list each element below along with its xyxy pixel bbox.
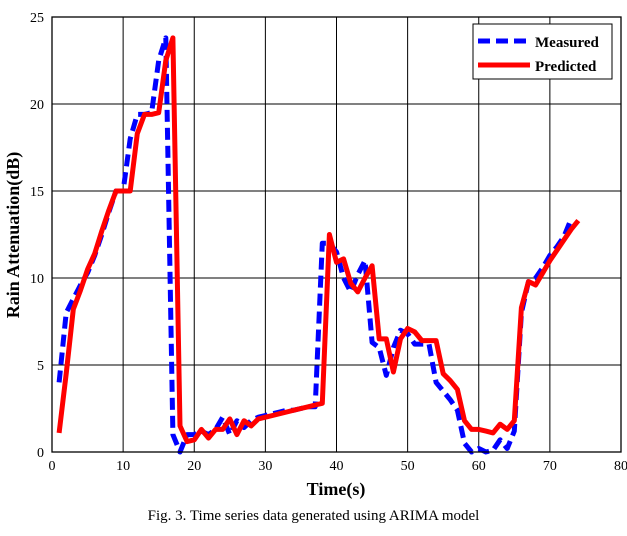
series-lines [56, 35, 581, 455]
x-tick-label: 20 [187, 459, 201, 474]
figure-caption: Fig. 3. Time series data generated using… [147, 508, 480, 524]
legend-box [472, 23, 613, 80]
x-tick-label: 10 [116, 459, 130, 474]
tick-labels: 0 10 20 30 40 50 60 70 80 0 5 10 15 20 25 [30, 11, 627, 474]
x-axis-label: Time(s) [307, 479, 366, 500]
x-tick-label: 30 [258, 459, 272, 474]
y-tick-label: 15 [30, 185, 44, 200]
line-chart: 0 10 20 30 40 50 60 70 80 0 5 10 15 20 25 Time(s) Rain… [3, 11, 627, 500]
legend-label-predicted: Predicted [535, 59, 597, 75]
y-tick-label: 20 [30, 98, 44, 113]
legend: Measured Predicted [472, 23, 613, 80]
grid [51, 16, 622, 453]
y-tick-label: 0 [37, 446, 44, 461]
legend-label-measured: Measured [535, 35, 600, 51]
series-measured-line [56, 35, 574, 455]
y-tick-label: 5 [37, 359, 44, 374]
x-tick-label: 60 [472, 459, 486, 474]
y-axis-label: Rain Attenuation(dB) [3, 152, 24, 319]
plot-frame [51, 16, 622, 453]
x-tick-label: 40 [330, 459, 344, 474]
x-tick-label: 80 [614, 459, 627, 474]
x-tick-label: 50 [401, 459, 415, 474]
series-predicted-line [56, 35, 581, 445]
y-tick-label: 10 [30, 272, 44, 287]
x-tick-label: 0 [49, 459, 56, 474]
x-tick-label: 70 [543, 459, 557, 474]
y-tick-label: 25 [30, 11, 44, 26]
